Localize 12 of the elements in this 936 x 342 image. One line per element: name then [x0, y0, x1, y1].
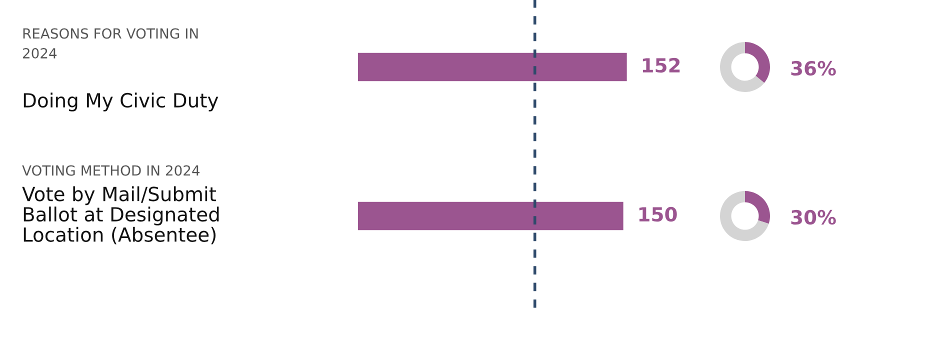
donut-slice	[720, 191, 769, 241]
text: VOTING METHOD IN 2024	[22, 165, 200, 176]
data-label: 152	[642, 58, 680, 73]
data-label: 150	[639, 206, 677, 222]
data-label: 30%	[791, 210, 836, 225]
y-tick-label: Vote by Mail/Submit Ballot at Designated Location (Absentee)	[22, 186, 219, 244]
donut-slice	[745, 191, 770, 224]
data-label: 36%	[791, 60, 836, 76]
donut-slice	[745, 42, 770, 83]
y-tick-label: Doing My Civic Duty	[24, 92, 218, 112]
donut-slice	[720, 42, 764, 92]
text: REASONS FOR VOTING IN 2024	[23, 28, 198, 59]
